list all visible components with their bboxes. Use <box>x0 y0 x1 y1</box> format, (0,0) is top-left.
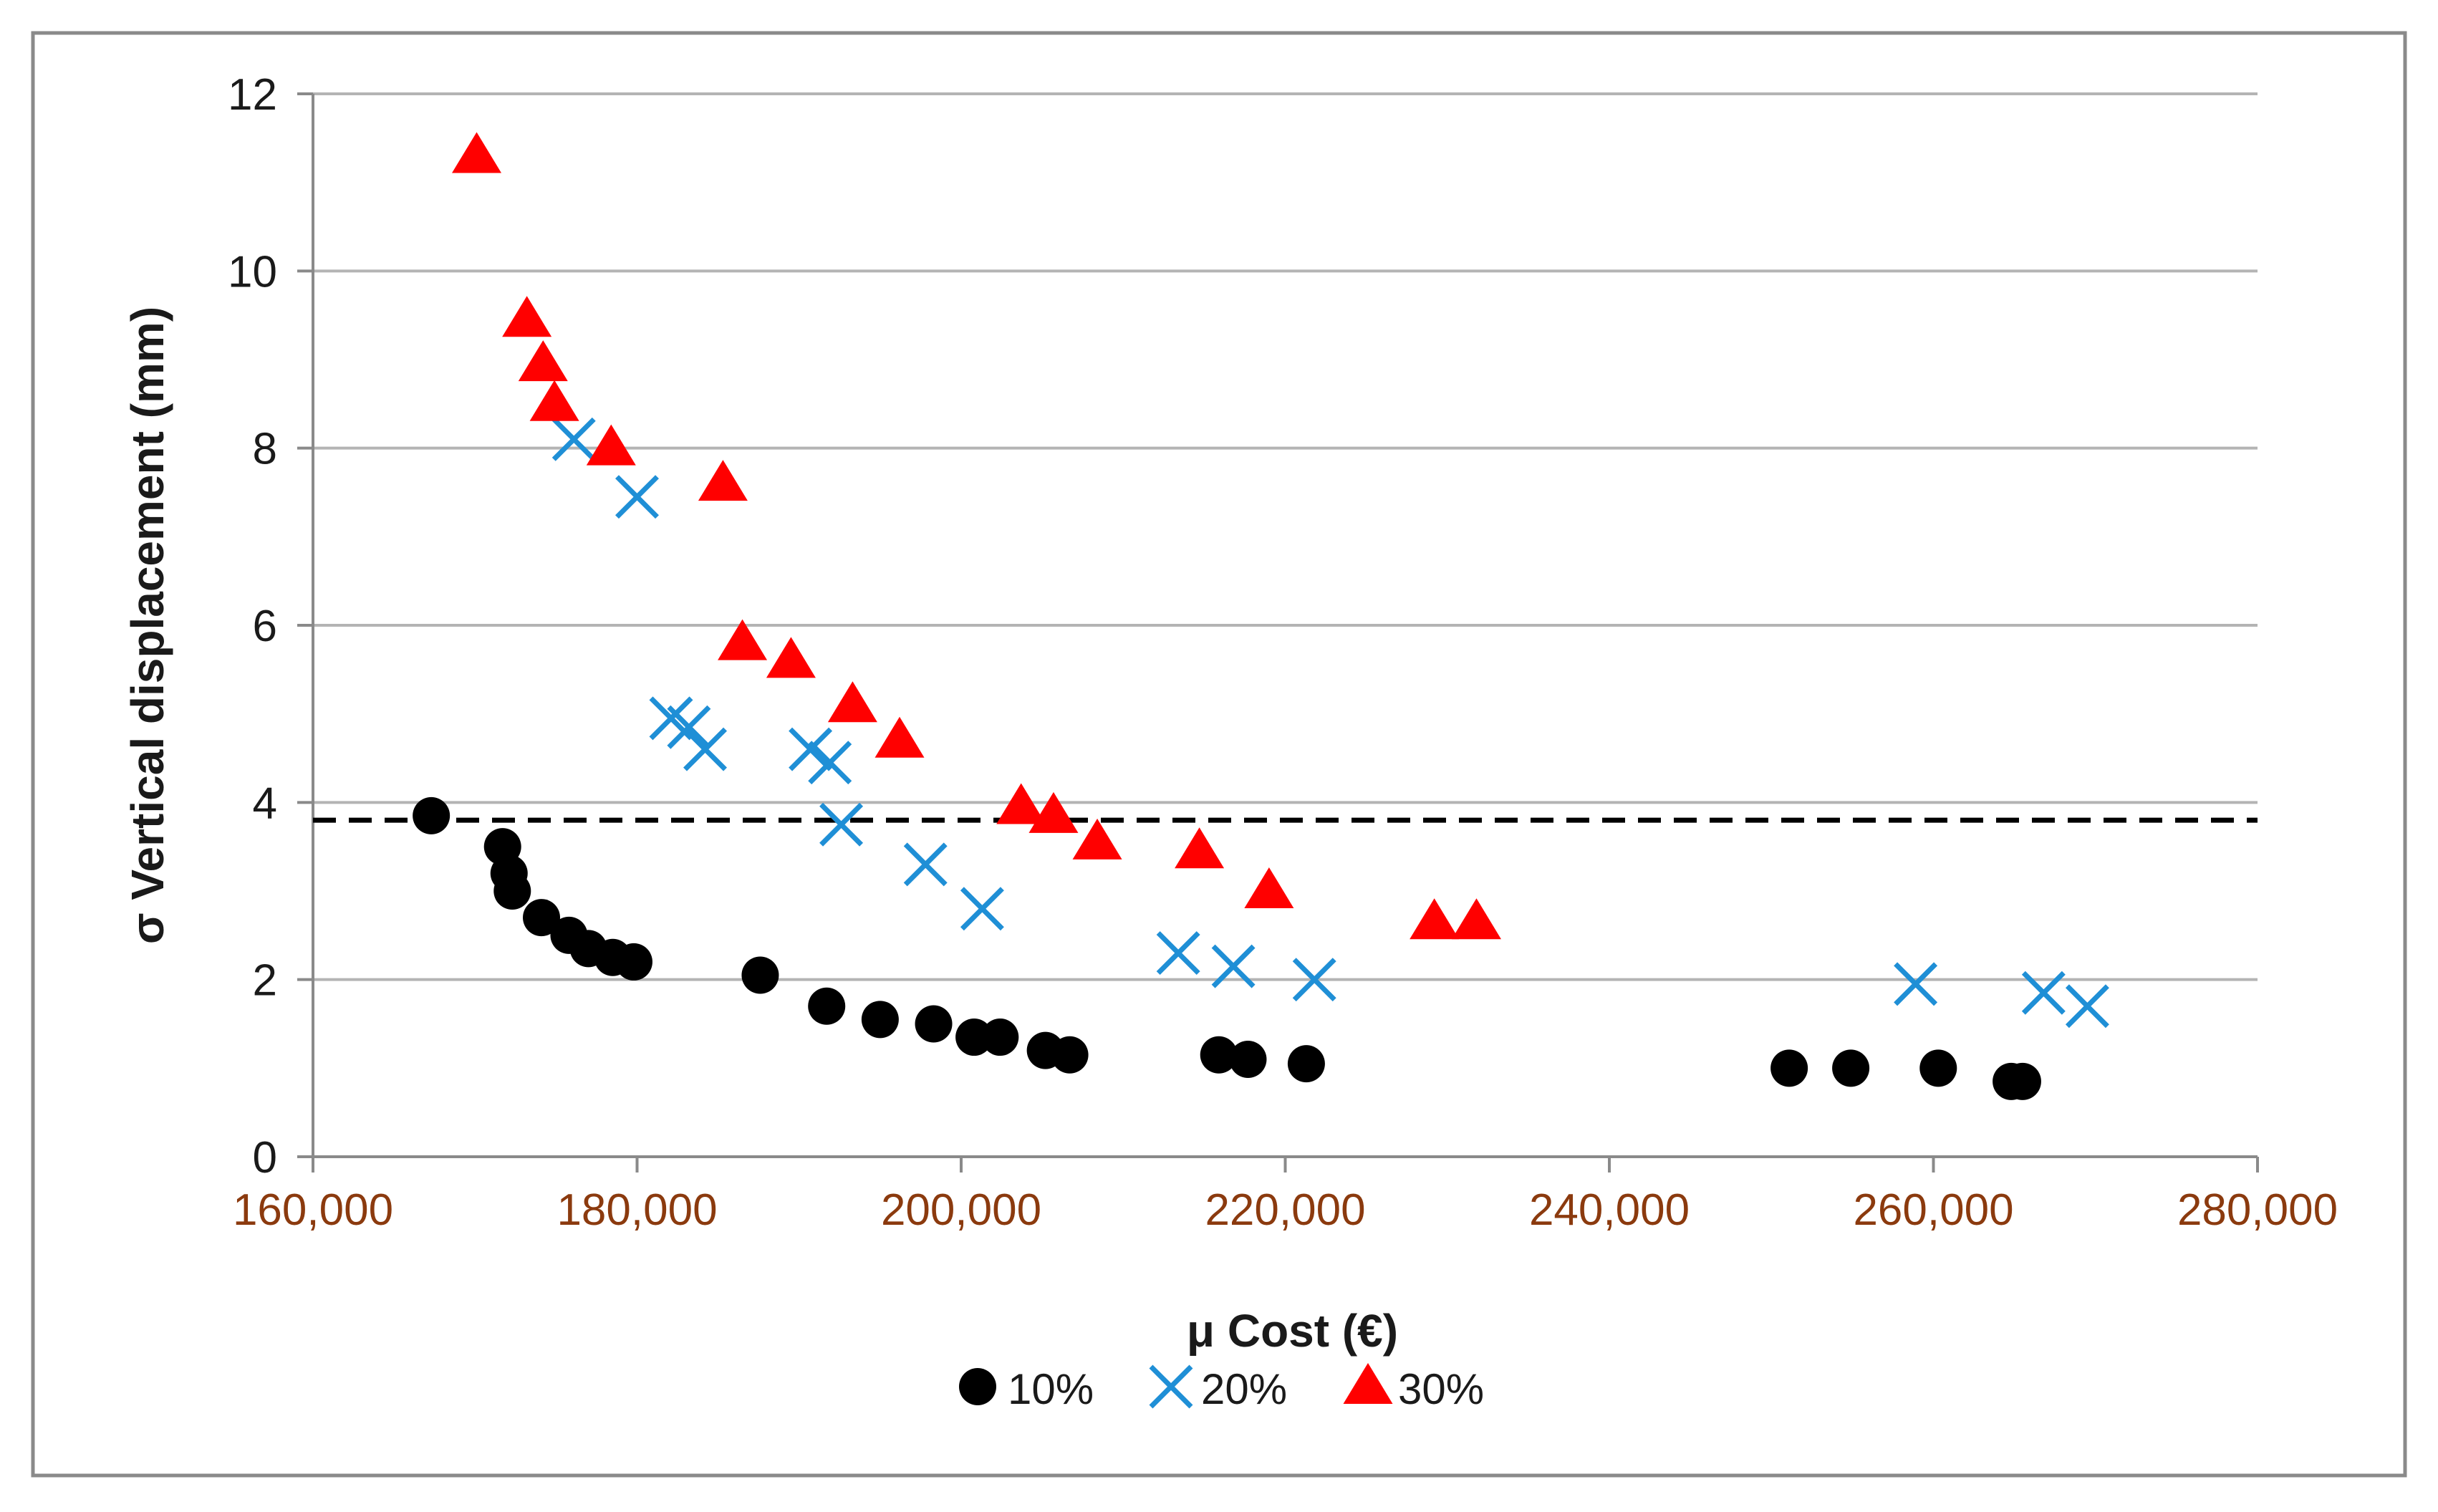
point-10pct <box>1770 1049 1808 1087</box>
point-30pct <box>518 340 568 382</box>
point-10pct <box>1229 1040 1267 1078</box>
point-20pct <box>683 727 727 771</box>
point-30pct <box>1175 827 1225 869</box>
point-30pct <box>1028 791 1079 833</box>
point-10pct <box>2003 1062 2041 1100</box>
point-20pct <box>2065 984 2109 1029</box>
y-axis-title: σ Vertical displacement (mm) <box>122 307 173 944</box>
legend-marker-30pct <box>1343 1362 1393 1404</box>
point-30pct <box>452 132 502 173</box>
series-30pct <box>452 132 1501 940</box>
point-10pct <box>1200 1036 1238 1074</box>
x-tick-label: 180,000 <box>556 1185 717 1235</box>
gridlines <box>313 92 2258 981</box>
data-points <box>413 132 2109 1100</box>
point-10pct <box>741 956 779 994</box>
point-10pct <box>915 1005 953 1043</box>
point-30pct <box>827 681 877 723</box>
point-30pct <box>1072 818 1122 859</box>
legend-item-10pct: 10% <box>959 1365 1094 1413</box>
axis-labels: μ Cost (€) σ Vertical displacement (mm) <box>122 307 1398 1357</box>
point-10pct <box>523 899 561 937</box>
point-30pct <box>502 296 552 337</box>
x-axis-title: μ Cost (€) <box>1187 1305 1398 1357</box>
point-30pct <box>718 619 768 660</box>
point-20pct <box>808 741 852 785</box>
point-20pct <box>1211 944 1256 988</box>
legend-marker-20pct <box>1149 1364 1193 1409</box>
point-10pct <box>955 1019 993 1056</box>
legend-marker-10pct <box>959 1368 996 1405</box>
point-30pct <box>766 637 816 678</box>
series-20pct <box>551 417 2109 1029</box>
point-20pct <box>1894 962 1938 1006</box>
point-10pct <box>615 943 652 981</box>
point-10pct <box>1287 1045 1325 1083</box>
point-10pct <box>413 796 450 834</box>
y-tick-label: 6 <box>253 602 277 651</box>
point-30pct <box>996 783 1046 824</box>
point-10pct <box>493 872 531 910</box>
x-tick-label: 260,000 <box>1853 1185 2013 1235</box>
y-tick-label: 4 <box>253 779 277 828</box>
point-20pct <box>789 727 833 771</box>
point-10pct <box>1832 1049 1870 1087</box>
point-20pct <box>615 475 659 519</box>
legend-item-20pct: 20% <box>1149 1364 1287 1413</box>
y-tick-label: 2 <box>253 956 277 1006</box>
point-30pct <box>529 380 579 421</box>
chart-frame <box>31 31 2407 1478</box>
point-20pct <box>667 705 711 749</box>
point-30pct <box>1244 867 1294 908</box>
legend-label: 20% <box>1201 1365 1287 1413</box>
point-10pct <box>808 987 846 1025</box>
point-30pct <box>1451 898 1501 940</box>
point-20pct <box>819 802 864 847</box>
point-10pct <box>1919 1049 1957 1087</box>
point-20pct <box>903 842 948 887</box>
legend: 10% 20% 30% <box>959 1362 1484 1413</box>
point-20pct <box>960 887 1004 931</box>
y-tick-label: 10 <box>228 247 277 297</box>
legend-label: 30% <box>1398 1365 1484 1413</box>
x-tick-label: 160,000 <box>233 1185 393 1235</box>
point-30pct <box>586 424 636 466</box>
legend-label: 10% <box>1008 1365 1094 1413</box>
point-20pct <box>1156 931 1200 976</box>
point-10pct <box>981 1019 1019 1056</box>
point-20pct <box>1292 958 1336 1002</box>
x-tick-label: 240,000 <box>1529 1185 1690 1235</box>
point-30pct <box>698 460 748 501</box>
x-tick-label: 220,000 <box>1205 1185 1365 1235</box>
point-20pct <box>551 417 596 461</box>
x-tick-label: 200,000 <box>881 1185 1041 1235</box>
point-20pct <box>2021 971 2066 1015</box>
point-30pct <box>874 716 925 758</box>
point-30pct <box>1410 898 1460 940</box>
x-tick-label: 280,000 <box>2177 1185 2338 1235</box>
axes: 0 2 4 6 8 10 12 160,000 180,000 200,000 220,000 240… <box>228 70 2338 1235</box>
legend-item-30pct: 30% <box>1343 1362 1484 1413</box>
y-tick-label: 12 <box>228 70 277 120</box>
point-10pct <box>1051 1036 1089 1074</box>
y-tick-label: 8 <box>253 425 277 474</box>
y-tick-label: 0 <box>253 1133 277 1183</box>
point-10pct <box>861 1001 899 1039</box>
series-10pct <box>413 796 2041 1100</box>
